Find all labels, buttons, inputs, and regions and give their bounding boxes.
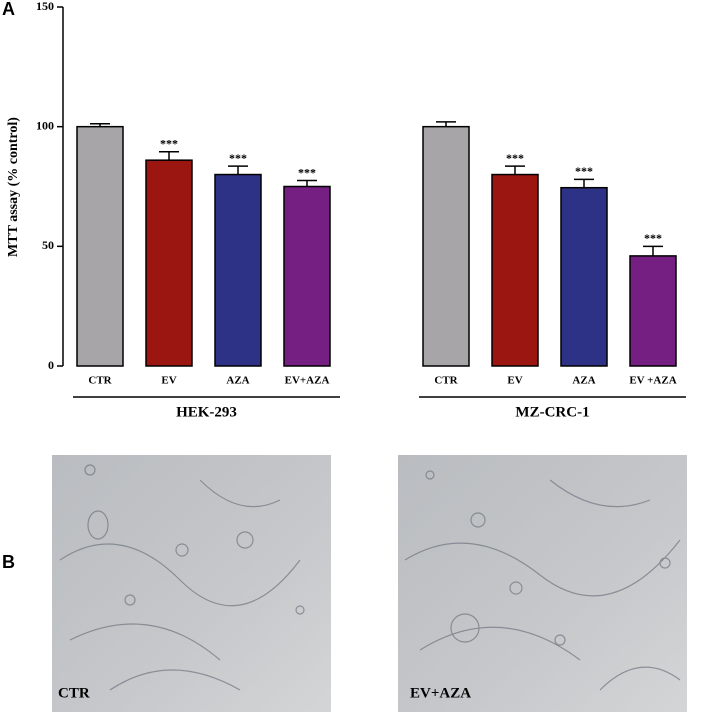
- bar: [629, 255, 677, 367]
- group-label: MZ-CRC-1: [515, 404, 589, 420]
- significance-label: ***: [644, 231, 662, 245]
- error-bar: [574, 178, 594, 188]
- error-bar: [505, 165, 525, 175]
- significance-label: ***: [298, 165, 316, 179]
- bar: [560, 186, 608, 367]
- x-tick-label: EV: [507, 375, 522, 387]
- error-bar: [436, 121, 456, 127]
- y-tick-label: 50: [42, 238, 54, 252]
- bar: [145, 159, 193, 367]
- panel-label: A: [2, 0, 15, 19]
- error-bar: [297, 179, 317, 187]
- x-tick-label: EV+AZA: [285, 375, 330, 387]
- x-tick-label: AZA: [226, 375, 249, 387]
- x-tick-label: AZA: [572, 375, 595, 387]
- x-tick-label: EV: [161, 375, 176, 387]
- bar: [76, 125, 124, 367]
- image-caption: EV+AZA: [410, 685, 471, 701]
- group-label: HEK-293: [176, 404, 237, 420]
- y-tick-label: 150: [36, 0, 54, 13]
- bar: [491, 173, 539, 367]
- y-tick-label: 100: [36, 118, 54, 132]
- x-tick-label: CTR: [88, 375, 112, 387]
- bar: [422, 125, 470, 367]
- x-tick-label: EV +AZA: [629, 375, 676, 387]
- error-bar: [90, 123, 110, 127]
- significance-label: ***: [575, 164, 593, 178]
- significance-label: ***: [229, 151, 247, 165]
- error-bar: [643, 245, 663, 256]
- significance-label: ***: [160, 137, 178, 151]
- error-bar: [228, 165, 248, 175]
- bar: [283, 185, 331, 367]
- panel-label: B: [2, 552, 15, 572]
- significance-label: ***: [506, 151, 524, 165]
- micrograph: [52, 455, 331, 712]
- micrograph: [398, 455, 687, 712]
- bar: [214, 173, 262, 367]
- x-tick-label: CTR: [434, 375, 458, 387]
- y-axis-label: MTT assay (% control): [6, 117, 21, 257]
- y-tick-label: 0: [48, 358, 54, 372]
- image-caption: CTR: [58, 685, 90, 701]
- error-bar: [159, 151, 179, 161]
